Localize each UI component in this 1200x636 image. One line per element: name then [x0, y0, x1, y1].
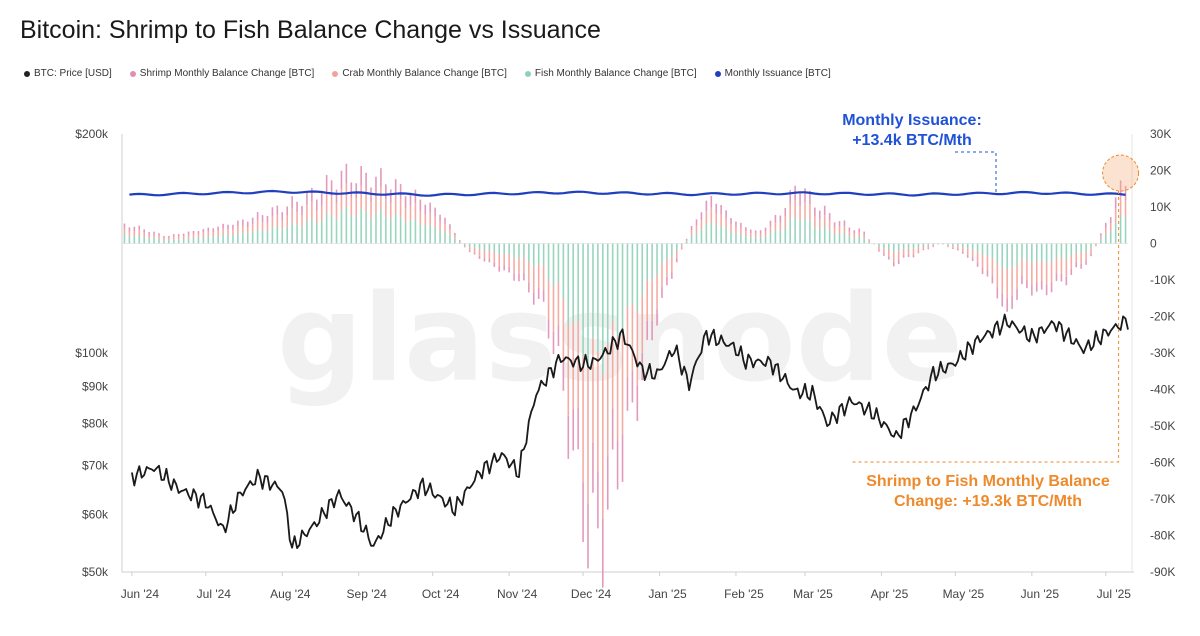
right-tick-label: -50K [1150, 419, 1175, 433]
issuance-leader [955, 151, 997, 195]
right-tick-label: -80K [1150, 529, 1175, 543]
right-tick-label: 20K [1150, 164, 1171, 178]
legend-marker-fish [524, 70, 531, 77]
legend-label-crab: Crab Monthly Balance Change [BTC] [342, 68, 507, 79]
x-tick-label: Nov '24 [497, 587, 538, 601]
legend-label-shrimp: Shrimp Monthly Balance Change [BTC] [139, 68, 315, 79]
legend: BTC: Price [USD] Shrimp Monthly Balance … [24, 68, 831, 79]
left-tick-label: $80k [82, 417, 109, 431]
highlight-circle [1102, 154, 1140, 192]
issuance-annotation-line1: Monthly Issuance: [842, 112, 982, 129]
left-tick-label: $60k [82, 507, 109, 521]
price-line [131, 313, 1129, 549]
x-tick-label: Dec '24 [571, 587, 612, 601]
shrimp-fish-leader [852, 191, 1120, 463]
right-tick-label: 10K [1150, 200, 1171, 214]
shrimp-fish-annotation-line1: Shrimp to Fish Monthly Balance [866, 473, 1110, 490]
legend-item-price[interactable]: BTC: Price [USD] [24, 68, 112, 79]
right-tick-label: 0 [1150, 237, 1157, 251]
right-tick-label: -90K [1150, 565, 1175, 579]
x-tick-label: Jun '25 [1021, 587, 1060, 601]
legend-label-issuance: Monthly Issuance [BTC] [724, 68, 831, 79]
right-tick-label: -20K [1150, 310, 1175, 324]
right-tick-label: -60K [1150, 456, 1175, 470]
x-tick-label: Sep '24 [347, 587, 388, 601]
legend-marker-crab [332, 70, 339, 77]
x-tick-label: Jul '25 [1097, 587, 1132, 601]
left-tick-label: $50k [82, 565, 109, 579]
legend-item-crab[interactable]: Crab Monthly Balance Change [BTC] [332, 68, 507, 79]
issuance-line [129, 189, 1126, 197]
issuance-series [129, 189, 1126, 197]
right-tick-label: -40K [1150, 383, 1175, 397]
left-axis: $200k $100k $90k $80k $70k $60k $50k [75, 127, 109, 579]
left-tick-label: $200k [75, 127, 109, 141]
x-tick-label: Jun '24 [121, 587, 160, 601]
legend-item-issuance[interactable]: Monthly Issuance [BTC] [714, 68, 831, 79]
legend-item-shrimp[interactable]: Shrimp Monthly Balance Change [BTC] [129, 68, 315, 79]
x-tick-label: Jan '25 [648, 587, 687, 601]
right-tick-label: -10K [1150, 273, 1175, 287]
legend-marker-issuance [714, 70, 721, 77]
right-tick-label: -30K [1150, 346, 1175, 360]
x-axis: Jun '24 Jul '24 Aug '24 Sep '24 Oct '24 Nov '… [121, 572, 1132, 601]
x-tick-label: Apr '25 [871, 587, 909, 601]
x-tick-label: May '25 [943, 587, 985, 601]
x-tick-label: Feb '25 [724, 587, 764, 601]
x-tick-label: Jul '24 [197, 587, 232, 601]
left-tick-label: $100k [75, 346, 109, 360]
right-tick-label: -70K [1150, 492, 1175, 506]
legend-label-fish: Fish Monthly Balance Change [BTC] [534, 68, 697, 79]
legend-marker-shrimp [129, 70, 136, 77]
x-tick-label: Aug '24 [270, 587, 311, 601]
chart-title: Bitcoin: Shrimp to Fish Balance Change v… [20, 16, 601, 44]
x-tick-label: Mar '25 [793, 587, 833, 601]
issuance-annotation-line2: +13.4k BTC/Mth [852, 132, 972, 149]
legend-item-fish[interactable]: Fish Monthly Balance Change [BTC] [524, 68, 697, 79]
right-axis: 30K 20K 10K 0 -10K -20K -30K -40K -50K -60K -70K -8… [1150, 127, 1175, 579]
left-tick-label: $90k [82, 379, 109, 393]
legend-label-price: BTC: Price [USD] [34, 68, 112, 79]
right-tick-label: 30K [1150, 127, 1171, 141]
x-tick-label: Oct '24 [422, 587, 460, 601]
legend-marker-price [24, 70, 30, 77]
shrimp-fish-annotation-line2: Change: +19.3k BTC/Mth [894, 493, 1082, 510]
left-tick-label: $70k [82, 459, 109, 473]
annotations: Monthly Issuance: +13.4k BTC/Mth Shrimp to… [842, 112, 1140, 510]
price-series [131, 313, 1129, 549]
plot-frame [121, 134, 1134, 573]
